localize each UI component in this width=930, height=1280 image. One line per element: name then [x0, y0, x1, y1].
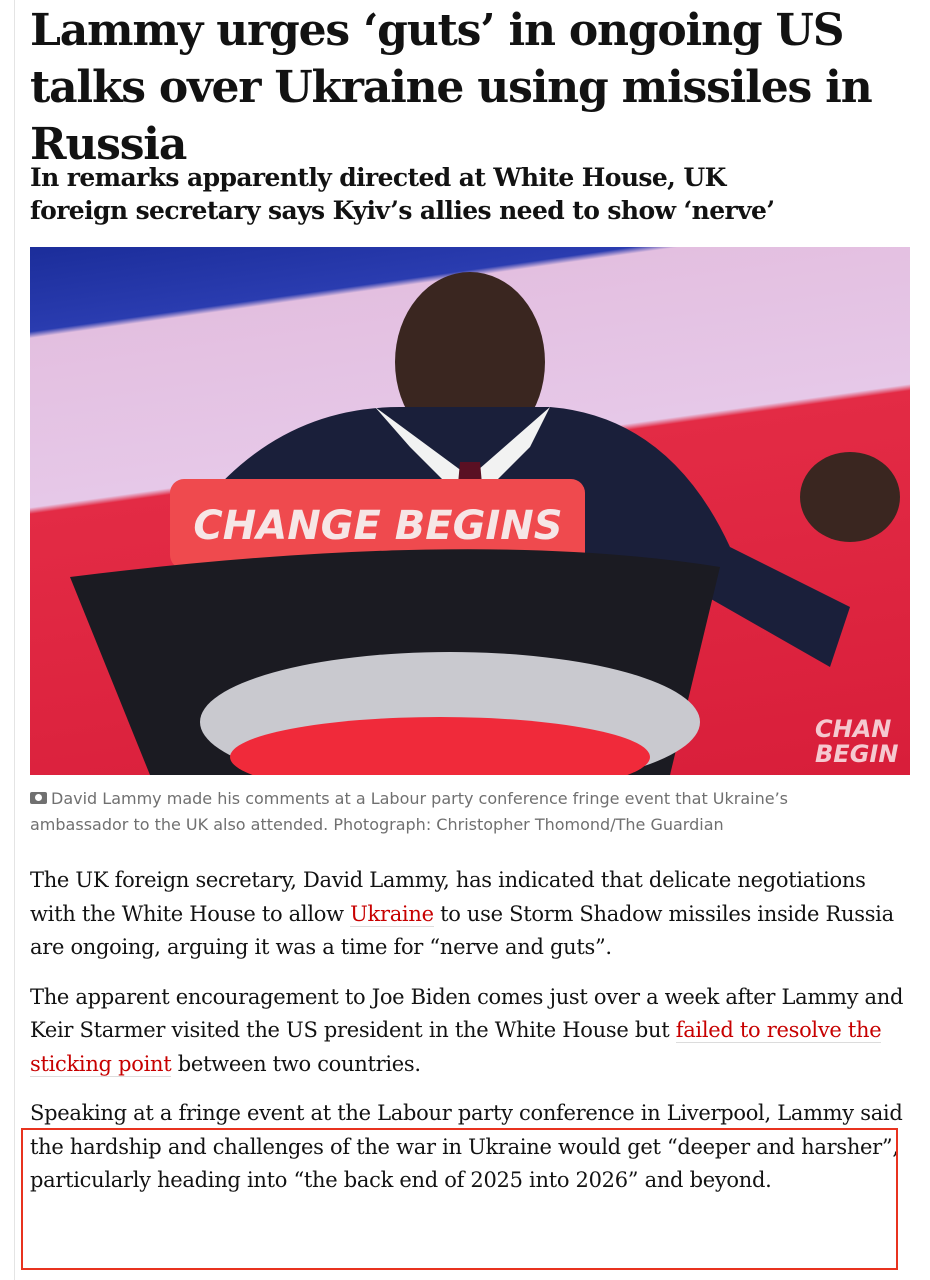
standfirst: In remarks apparently directed at White … [30, 163, 775, 225]
paragraph-text: to use Storm Shadow missiles inside Russ… [30, 901, 894, 960]
paragraph-1: The UK foreign secretary, David Lammy, h… [30, 864, 910, 965]
caption-text: David Lammy made his comments at a Labou… [30, 789, 789, 834]
camera-icon [30, 792, 47, 804]
link-ukraine[interactable]: Ukraine [350, 901, 434, 927]
standfirst-block: In remarks apparently directed at White … [30, 161, 810, 227]
highlight-box [21, 1128, 898, 1270]
paragraph-text: The UK foreign secretary, David Lammy, h… [30, 868, 866, 926]
paragraph-text: between two countries. [171, 1051, 421, 1076]
paragraph-text: The apparent encouragement to Joe Biden … [30, 984, 904, 1043]
headline-block: Lammy urges ‘guts’ in ongoing US talks o… [30, 2, 910, 173]
podium-sign-text: CHANGE BEGINS [193, 503, 562, 549]
link-sticking-point[interactable]: failed to resolve the sticking point [30, 1018, 882, 1077]
photo-caption: David Lammy made his comments at a Labou… [30, 786, 890, 838]
paragraph-2: The apparent encouragement to Joe Biden … [30, 981, 910, 1082]
article-photo: CHANGE BEGINS CHAN BEGIN [30, 247, 910, 775]
headline: Lammy urges ‘guts’ in ongoing US talks o… [30, 5, 873, 170]
background-sign-text: CHAN [815, 715, 891, 743]
svg-text:BEGIN: BEGIN [815, 740, 898, 768]
speaker-illustration: CHANGE BEGINS CHAN BEGIN [70, 272, 900, 775]
paragraph-3: Speaking at a fringe event at the Labour… [30, 1101, 903, 1192]
article-body: The UK foreign secretary, David Lammy, h… [30, 864, 910, 1214]
left-rule [14, 0, 15, 1280]
